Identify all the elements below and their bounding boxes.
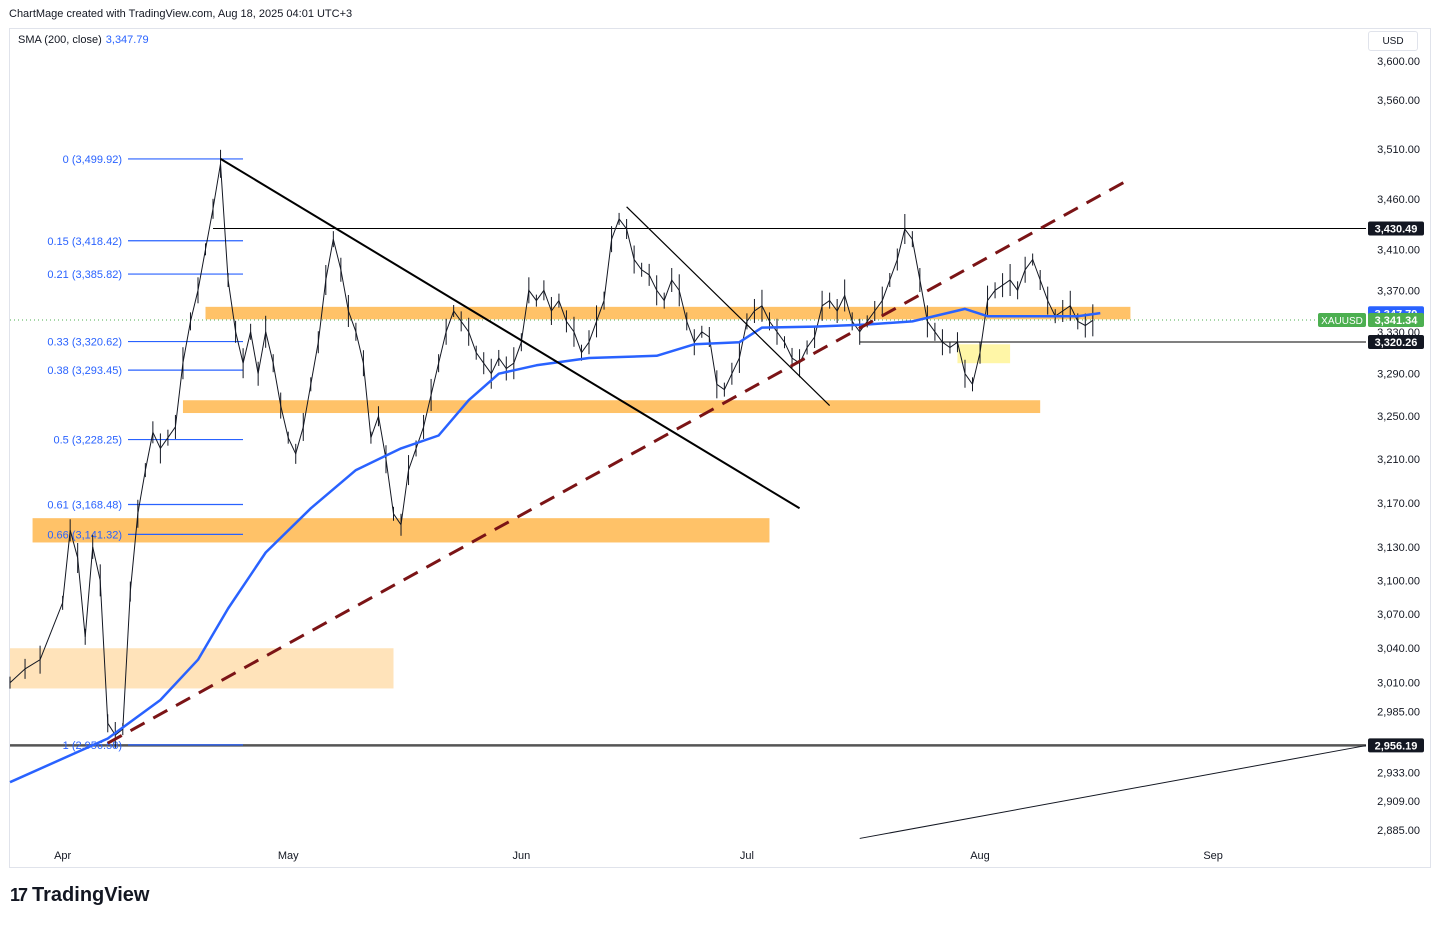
x-tick-label: Apr: [54, 850, 71, 862]
y-tick-label: 3,410.00: [1377, 244, 1420, 256]
descending-trendline: [220, 157, 801, 510]
y-tick-label: 3,210.00: [1377, 454, 1420, 466]
price-series: [9, 149, 1094, 749]
y-tick-label: 3,290.00: [1377, 369, 1420, 381]
projection-line: [859, 745, 1367, 839]
time-axis: Apr May Jun Jul Aug Sep: [54, 850, 1223, 862]
price-tag-label-2: 3,341.34: [1375, 315, 1419, 327]
y-tick-label: 2,933.00: [1377, 768, 1420, 780]
sma-legend-label: SMA (200, close): [18, 34, 102, 46]
sma-series: [9, 307, 1101, 784]
y-tick-label: 2,885.00: [1377, 825, 1420, 837]
y-tick-label: 2,909.00: [1377, 796, 1420, 808]
x-tick-label: Jul: [740, 850, 754, 862]
currency-selector[interactable]: USD: [1368, 31, 1418, 51]
y-tick-label: 3,250.00: [1377, 411, 1420, 423]
y-tick-label: 3,460.00: [1377, 194, 1420, 206]
y-tick-label: 3,040.00: [1377, 643, 1420, 655]
x-tick-label: Aug: [970, 850, 990, 862]
logo-mark-icon: 17: [10, 885, 28, 905]
x-tick-label: May: [278, 850, 299, 862]
chart-pane[interactable]: [9, 28, 1431, 868]
y-tick-label: 3,010.00: [1377, 678, 1420, 690]
fib-label-7: 0.66 (3,141.32): [47, 529, 122, 541]
symbol-tag: [1318, 312, 1366, 327]
short-trendline: [626, 206, 831, 406]
price-tag-2: [1368, 312, 1424, 327]
sma-legend-value: 3,347.79: [105, 34, 149, 46]
zone-0: [205, 306, 1131, 320]
y-tick-label: 3,510.00: [1377, 144, 1420, 156]
fib-label-2: 0.21 (3,385.82): [47, 269, 122, 281]
x-tick-label: Sep: [1203, 850, 1223, 862]
y-tick-label: 2,985.00: [1377, 707, 1420, 719]
fib-label-1: 0.15 (3,418.42): [47, 236, 122, 248]
y-tick-label: 3,070.00: [1377, 609, 1420, 621]
zone-1: [182, 400, 1041, 414]
price-tag-label-4: 2,956.19: [1375, 740, 1418, 752]
tradingview-logo[interactable]: 17 TradingView: [10, 884, 149, 907]
price-tag-label-0: 3,430.49: [1375, 224, 1418, 236]
fibonacci-retracement: 0 (3,499.92) 0.15 (3,418.42) 0.21 (3,385.8…: [47, 154, 243, 752]
trendlines: [107, 157, 1367, 839]
logo-text: TradingView: [32, 884, 150, 906]
sma-line: [9, 307, 1101, 784]
symbol-tag-label: XAUUSD: [1321, 316, 1363, 327]
rising-dashed-trendline: [107, 177, 1132, 745]
support-resistance-zones: [10, 306, 1131, 689]
fib-label-4: 0.38 (3,293.45): [47, 365, 122, 377]
y-tick-label: 3,130.00: [1377, 542, 1420, 554]
price-tag-4: [1368, 738, 1424, 753]
x-tick-label: Jun: [512, 850, 530, 862]
price-tag-label-3: 3,320.26: [1375, 337, 1418, 349]
price-tags: 3,430.493,347.793,341.34XAUUSD3,320.262,…: [1318, 221, 1424, 753]
y-tick-label: 3,170.00: [1377, 498, 1420, 510]
y-tick-label: 3,560.00: [1377, 95, 1420, 107]
price-axis: 3,600.00 3,560.00 3,510.00 3,460.00 3,410.00…: [1377, 56, 1420, 837]
chart-attribution: ChartMage created with TradingView.com, …: [9, 8, 353, 20]
fib-label-0: 0 (3,499.92): [63, 154, 122, 166]
price-tag-0: [1368, 221, 1424, 236]
y-tick-label: 3,100.00: [1377, 575, 1420, 587]
sma-legend[interactable]: SMA (200, close) 3,347.79: [18, 34, 149, 46]
y-tick-label: 3,600.00: [1377, 56, 1420, 68]
zone-4: [957, 344, 1011, 364]
fib-label-6: 0.61 (3,168.48): [47, 499, 122, 511]
fib-label-5: 0.5 (3,228.25): [54, 435, 123, 447]
y-tick-label: 3,370.00: [1377, 285, 1420, 297]
price-tag-3: [1368, 334, 1424, 349]
fib-label-3: 0.33 (3,320.62): [47, 337, 122, 349]
